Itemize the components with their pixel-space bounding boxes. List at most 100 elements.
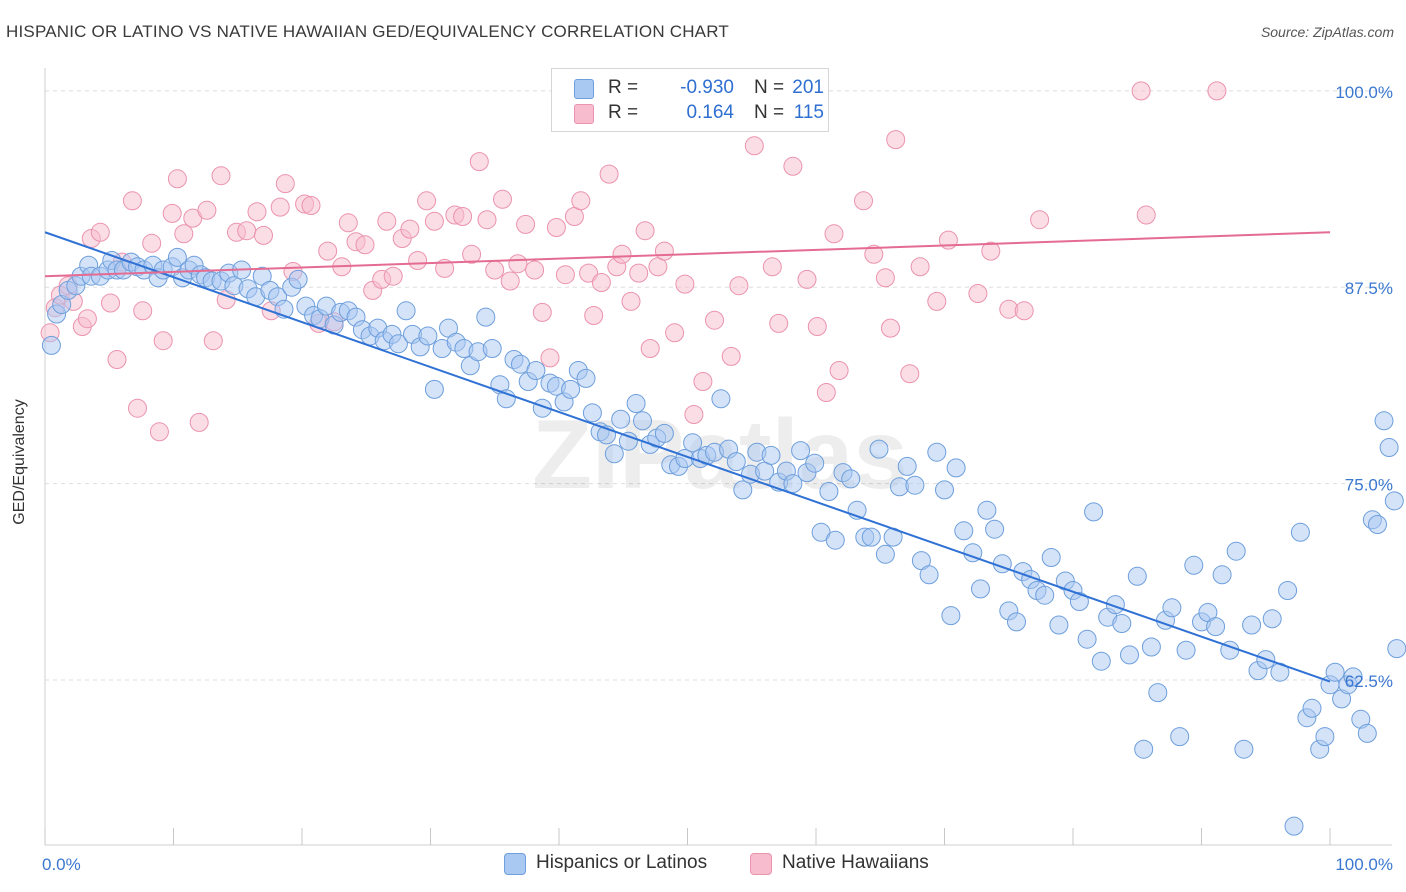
native-hawaiian-point bbox=[864, 244, 884, 264]
native-hawaiian-point bbox=[355, 235, 375, 255]
native-hawaiian-point bbox=[721, 346, 741, 366]
native-hawaiian-point bbox=[462, 244, 482, 264]
hispanic-point bbox=[761, 445, 781, 465]
native-hawaiian-point bbox=[744, 136, 764, 156]
hispanic-point bbox=[733, 480, 753, 500]
native-hawaiian-point bbox=[591, 273, 611, 292]
native-hawaiian-point bbox=[635, 221, 655, 241]
native-hawaiian-point bbox=[693, 372, 713, 391]
native-hawaiian-point bbox=[162, 203, 182, 223]
n-value: 201 bbox=[792, 77, 824, 98]
native-hawaiian-point bbox=[469, 152, 489, 172]
native-hawaiian-point bbox=[90, 222, 110, 242]
hispanic-point bbox=[1226, 541, 1246, 561]
y-tick-label: 62.5% bbox=[1345, 672, 1393, 691]
native-hawaiian-point bbox=[675, 274, 695, 294]
native-hawaiian-point bbox=[807, 317, 827, 336]
r-label: R = bbox=[608, 102, 639, 123]
hispanic-point bbox=[1278, 581, 1298, 600]
native-hawaiian-point bbox=[612, 244, 632, 264]
hispanic-point bbox=[1325, 662, 1345, 682]
native-hawaiian-point bbox=[318, 241, 338, 261]
hispanic-point bbox=[919, 565, 939, 585]
native-hawaiian-point bbox=[211, 166, 231, 186]
native-hawaiian-point bbox=[247, 202, 267, 222]
hispanic-point bbox=[1262, 609, 1282, 629]
native-hawaiian-point bbox=[408, 251, 428, 270]
native-hawaiian-point bbox=[654, 241, 674, 261]
hispanic-point bbox=[1374, 411, 1394, 431]
source-label: Source: ZipAtlas.com bbox=[1260, 24, 1394, 40]
native-hawaiian-point bbox=[424, 211, 444, 231]
native-hawaiian-point bbox=[824, 224, 844, 244]
hispanic-point bbox=[1141, 637, 1161, 657]
hispanic-point bbox=[1343, 667, 1363, 687]
native-hawaiian-point bbox=[729, 276, 749, 296]
y-tick-label: 100.0% bbox=[1335, 83, 1393, 102]
native-hawaiian-point bbox=[555, 265, 575, 285]
hispanic-point bbox=[905, 475, 925, 495]
hispanic-point bbox=[576, 368, 596, 388]
hispanic-point bbox=[396, 301, 416, 321]
native-hawaiian-point bbox=[122, 191, 142, 211]
native-hawaiian-point bbox=[640, 339, 660, 358]
native-hawaiian-point bbox=[377, 211, 397, 231]
hispanic-point bbox=[1041, 548, 1061, 567]
native-hawaiian-point bbox=[133, 301, 153, 321]
native-hawaiian-point bbox=[275, 174, 295, 194]
hispanic-point bbox=[683, 433, 703, 453]
native-hawaiian-point bbox=[400, 219, 420, 239]
native-hawaiian-point bbox=[546, 218, 566, 237]
gridlines bbox=[45, 90, 1392, 681]
x-tick-label: 100.0% bbox=[1335, 855, 1393, 874]
hispanic-point bbox=[167, 247, 187, 267]
hispanic-point bbox=[869, 439, 889, 459]
native-hawaiian-point bbox=[270, 197, 290, 217]
hispanic-point bbox=[1162, 598, 1182, 618]
hispanic-point bbox=[825, 530, 845, 550]
native-hawaiian-point bbox=[189, 412, 209, 432]
pink-swatch bbox=[750, 853, 772, 875]
native-hawaiian-point bbox=[77, 309, 97, 329]
hispanic-point bbox=[935, 480, 954, 500]
hispanic-point bbox=[954, 521, 974, 541]
hispanic-point bbox=[971, 579, 990, 599]
native-hawaiian-point bbox=[1030, 210, 1050, 230]
native-hawaiian-point bbox=[153, 331, 173, 351]
hispanic-point bbox=[1387, 639, 1406, 659]
hispanic-point bbox=[1035, 585, 1055, 605]
native-hawaiian-point bbox=[762, 257, 782, 277]
native-hawaiian-point bbox=[684, 405, 704, 424]
hispanic-point bbox=[841, 469, 861, 489]
native-hawaiian-point bbox=[783, 156, 803, 176]
native-hawaiian-point bbox=[968, 284, 988, 303]
hispanic-point bbox=[977, 500, 997, 520]
hispanic-point bbox=[805, 453, 825, 473]
hispanic-point bbox=[1384, 491, 1404, 511]
stats-legend: R = -0.930 N = 201 R = 0.164 N = 115 bbox=[551, 68, 829, 132]
native-hawaiian-point bbox=[477, 210, 497, 230]
hispanic-point bbox=[1212, 565, 1232, 585]
hispanic-point bbox=[482, 339, 502, 358]
hispanic-point bbox=[1069, 592, 1089, 611]
hispanic-point bbox=[1290, 522, 1310, 542]
native-hawaiian-point bbox=[174, 224, 194, 244]
native-hawaiian-point bbox=[881, 318, 900, 338]
n-label: N = bbox=[754, 77, 785, 98]
y-tick-label: 87.5% bbox=[1345, 279, 1393, 298]
hispanic-point bbox=[875, 544, 895, 564]
native-hawaiian-point bbox=[525, 260, 545, 280]
hispanic-point bbox=[1049, 615, 1069, 635]
native-hawaiian-point bbox=[383, 266, 403, 286]
hispanic-point bbox=[604, 444, 624, 464]
hispanic-point bbox=[941, 606, 961, 626]
native-hawaiian-point bbox=[900, 364, 920, 384]
native-hawaiian-point bbox=[621, 291, 641, 311]
hispanic-point bbox=[1112, 614, 1132, 633]
hispanic-point bbox=[1184, 555, 1204, 575]
n-label: N = bbox=[754, 102, 785, 123]
native-hawaiian-point bbox=[516, 214, 536, 234]
hispanic-point bbox=[927, 442, 947, 462]
hispanic-point bbox=[496, 389, 516, 409]
